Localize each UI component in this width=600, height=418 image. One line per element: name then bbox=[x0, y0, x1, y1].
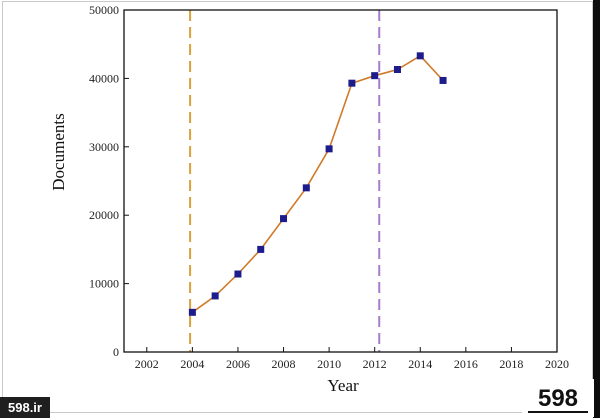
data-point bbox=[257, 245, 265, 253]
y-tick-label: 0 bbox=[113, 345, 119, 359]
data-point bbox=[302, 184, 310, 192]
plot-area-border bbox=[123, 9, 558, 353]
x-tick-label: 2012 bbox=[363, 357, 387, 371]
data-point bbox=[439, 76, 447, 84]
data-point bbox=[393, 66, 401, 74]
chart-axes bbox=[123, 9, 558, 353]
data-point bbox=[348, 79, 356, 87]
x-tick-label: 2008 bbox=[272, 357, 296, 371]
y-tick-label: 20000 bbox=[89, 208, 119, 222]
site-logo: 598 bbox=[522, 379, 594, 417]
y-tick-label: 40000 bbox=[89, 71, 119, 85]
x-tick-label: 2002 bbox=[135, 357, 159, 371]
data-point bbox=[371, 72, 379, 80]
x-tick-label: 2016 bbox=[454, 357, 478, 371]
x-tick-label: 2018 bbox=[499, 357, 523, 371]
x-tick-label: 2020 bbox=[545, 357, 569, 371]
data-point bbox=[325, 145, 333, 153]
series-line bbox=[191, 54, 444, 313]
data-point bbox=[188, 308, 196, 316]
x-tick-label: 2014 bbox=[408, 357, 432, 371]
y-tick-label: 50000 bbox=[89, 3, 119, 17]
data-point bbox=[280, 215, 288, 223]
x-tick-label: 2010 bbox=[317, 357, 341, 371]
site-watermark-badge: 598.ir bbox=[0, 397, 50, 418]
data-point bbox=[416, 52, 424, 60]
y-tick-label: 10000 bbox=[89, 277, 119, 291]
figure-frame bbox=[2, 1, 593, 413]
y-tick-label: 30000 bbox=[89, 140, 119, 154]
x-tick-label: 2006 bbox=[226, 357, 250, 371]
data-point bbox=[234, 270, 242, 278]
svg-text:598: 598 bbox=[538, 385, 578, 412]
x-axis-label: Year bbox=[327, 376, 359, 395]
y-axis-label: Documents bbox=[49, 113, 68, 190]
x-tick-label: 2004 bbox=[180, 357, 204, 371]
right-edge-bar bbox=[593, 0, 600, 418]
data-point bbox=[211, 292, 219, 300]
